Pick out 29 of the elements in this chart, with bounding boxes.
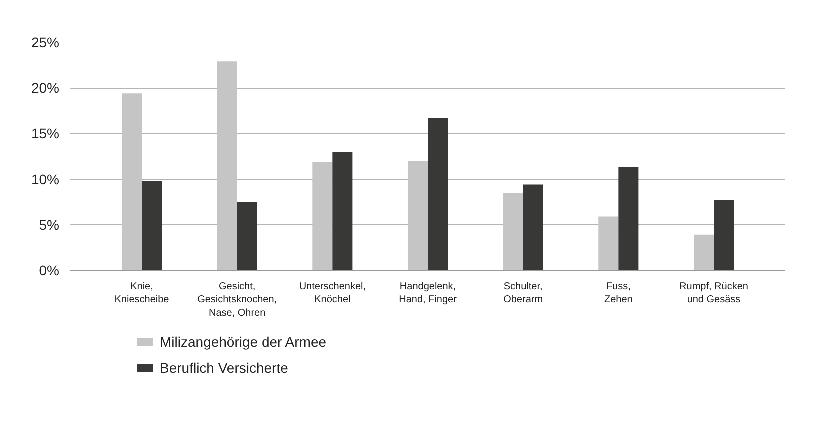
- y-tick-label: 10%: [31, 171, 60, 188]
- bar: [523, 184, 544, 270]
- bar: [122, 94, 142, 270]
- bar: [408, 161, 428, 270]
- x-tick-label: Schulter, Oberarm: [504, 282, 544, 306]
- bar: [237, 202, 258, 270]
- bar: [618, 167, 639, 270]
- y-tick-label: 5%: [39, 216, 60, 233]
- bar: [312, 162, 333, 270]
- bar: [694, 234, 714, 270]
- bar: [714, 200, 734, 270]
- legend-label: Milizangehörige der Armee: [160, 334, 327, 350]
- x-tick-label: Handgelenk, Hand, Finger: [399, 282, 458, 306]
- bar: [503, 192, 524, 270]
- y-tick-label: 0%: [39, 262, 60, 278]
- bar: [598, 216, 619, 270]
- x-tick-label: Knie, Kniescheibe: [114, 282, 170, 306]
- x-tick-label: Rumpf, Rücken und Gesäss: [680, 282, 748, 306]
- x-tick-label: Gesicht, Gesichtsknochen, Nase, Ohren: [198, 282, 278, 319]
- y-tick-label: 25%: [31, 34, 60, 50]
- legend-label: Beruflich Versicherte: [160, 360, 288, 376]
- bar: [142, 181, 162, 270]
- bar: [217, 62, 238, 270]
- x-tick-label: Fuss, Zehen: [604, 282, 633, 306]
- bar: [428, 118, 448, 270]
- bar: [332, 152, 353, 270]
- x-tick-label: Unterschenkel, Knöchel: [299, 282, 366, 306]
- y-tick-label: 15%: [31, 126, 60, 142]
- y-tick-label: 20%: [31, 80, 60, 96]
